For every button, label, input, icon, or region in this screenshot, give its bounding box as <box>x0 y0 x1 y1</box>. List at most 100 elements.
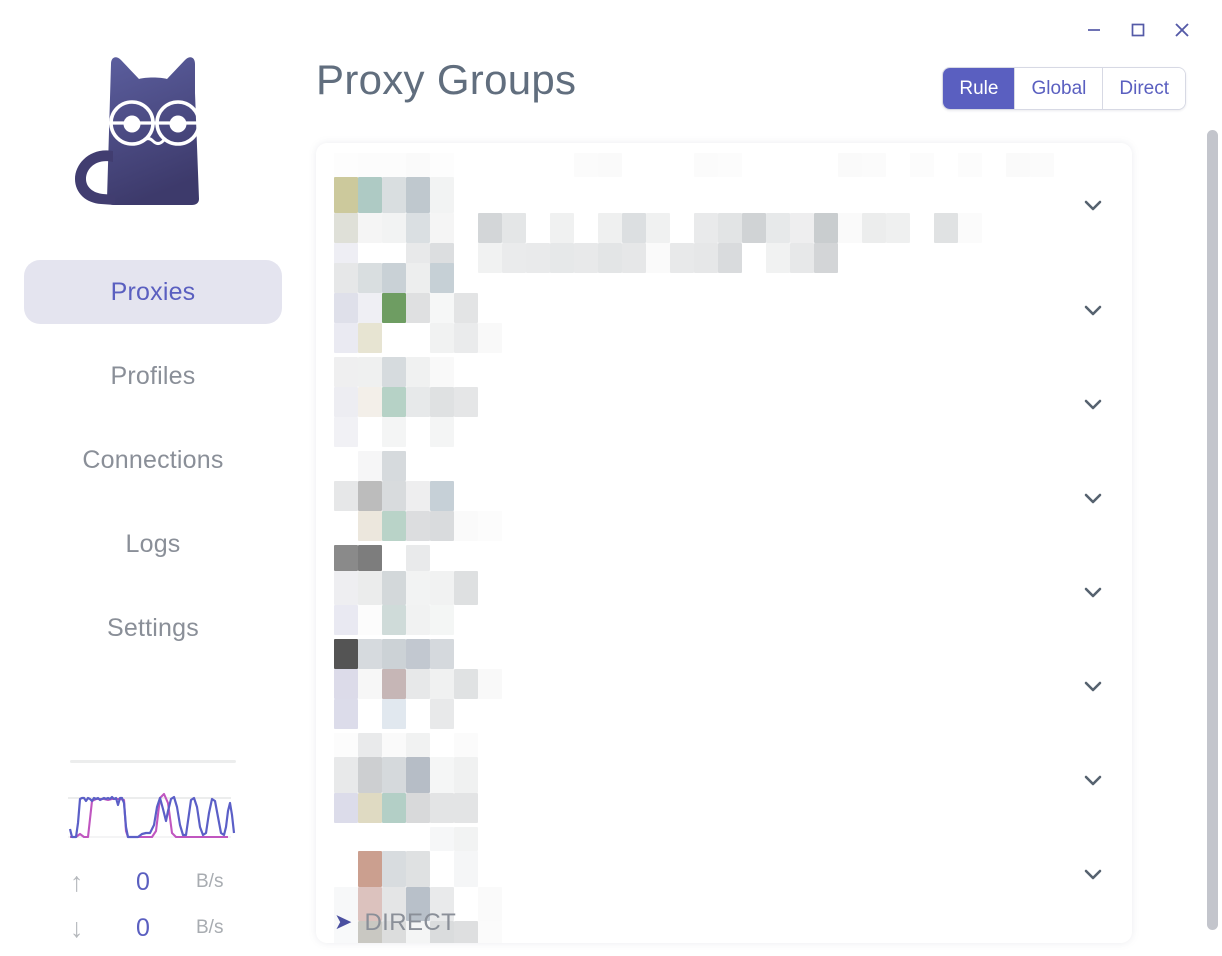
redaction-block <box>910 153 934 177</box>
redaction-block <box>358 639 382 669</box>
upload-rate-value: 0 <box>136 867 150 896</box>
redaction-block <box>382 699 406 729</box>
redaction-block <box>838 213 862 243</box>
chevron-down-icon[interactable] <box>1076 857 1110 891</box>
proxy-group-row[interactable] <box>316 827 1132 921</box>
redaction-block <box>334 571 358 605</box>
redaction-block <box>430 511 454 541</box>
proxy-group-row[interactable] <box>316 921 1132 943</box>
chevron-down-icon[interactable] <box>1076 575 1110 609</box>
redaction-block <box>406 213 430 243</box>
maximize-icon <box>1131 23 1145 37</box>
proxy-group-row[interactable] <box>316 357 1132 451</box>
chevron-down-icon[interactable] <box>1076 188 1110 222</box>
download-rate-value: 0 <box>136 913 150 942</box>
redaction-block <box>358 323 382 353</box>
proxy-group-redacted-content <box>334 733 1132 827</box>
redaction-block <box>430 293 454 323</box>
minimize-button[interactable] <box>1072 12 1116 48</box>
redaction-block <box>358 263 382 293</box>
redaction-block <box>406 263 430 293</box>
close-icon <box>1175 23 1189 37</box>
redaction-block <box>454 757 478 793</box>
sidebar-item-logs[interactable]: Logs <box>24 512 282 576</box>
redaction-block <box>430 387 454 417</box>
sidebar-item-settings[interactable]: Settings <box>24 596 282 660</box>
redaction-block <box>406 545 430 571</box>
window-controls <box>1072 12 1204 48</box>
sidebar-item-profiles[interactable]: Profiles <box>24 344 282 408</box>
main-content: Proxy Groups Rule Global Direct ➤ DIRECT <box>306 0 1222 956</box>
proxy-group-redacted-content <box>334 451 1132 545</box>
redaction-block <box>454 293 478 323</box>
redaction-block <box>718 153 742 177</box>
sidebar-item-label: Logs <box>125 529 181 558</box>
redaction-block <box>382 293 406 323</box>
redaction-block <box>406 177 430 213</box>
redaction-block <box>406 851 430 887</box>
redaction-block <box>358 605 382 635</box>
redaction-block <box>694 213 718 243</box>
proxy-group-row[interactable] <box>316 639 1132 733</box>
redaction-block <box>430 213 454 243</box>
redaction-block <box>766 243 790 273</box>
proxy-groups-card: ➤ DIRECT <box>316 143 1132 943</box>
proxy-group-row[interactable] <box>316 263 1132 357</box>
redaction-block <box>454 733 478 757</box>
redaction-block <box>334 793 358 823</box>
vertical-scrollbar[interactable] <box>1207 130 1218 930</box>
proxy-group-row[interactable] <box>316 545 1132 639</box>
redaction-block <box>454 827 478 851</box>
redaction-block <box>334 669 358 699</box>
redaction-block <box>862 213 886 243</box>
chevron-down-icon[interactable] <box>1076 763 1110 797</box>
redaction-block <box>430 417 454 447</box>
redaction-block <box>334 481 358 511</box>
redaction-block <box>406 357 430 387</box>
redaction-block <box>502 213 526 243</box>
redaction-block <box>406 571 430 605</box>
chevron-down-icon[interactable] <box>1076 481 1110 515</box>
redaction-block <box>454 851 478 887</box>
redaction-block <box>454 387 478 417</box>
redaction-block <box>478 243 502 273</box>
mode-option-direct[interactable]: Direct <box>1103 68 1185 109</box>
sidebar-item-connections[interactable]: Connections <box>24 428 282 492</box>
sidebar-item-proxies[interactable]: Proxies <box>24 260 282 324</box>
proxy-group-row[interactable] <box>316 153 1132 273</box>
chevron-down-icon[interactable] <box>1076 387 1110 421</box>
proxy-group-row[interactable] <box>316 733 1132 827</box>
redaction-block <box>358 213 382 243</box>
redaction-block <box>742 213 766 243</box>
maximize-button[interactable] <box>1116 12 1160 48</box>
redaction-block <box>358 793 382 823</box>
direct-entry[interactable]: ➤ DIRECT <box>334 909 456 937</box>
redaction-block <box>358 851 382 887</box>
redaction-block <box>382 851 406 887</box>
redaction-block <box>646 213 670 243</box>
redaction-block <box>430 323 454 353</box>
redaction-block <box>382 511 406 541</box>
redaction-block <box>622 213 646 243</box>
redaction-block <box>334 605 358 635</box>
close-button[interactable] <box>1160 12 1204 48</box>
redaction-block <box>382 451 406 481</box>
chevron-down-icon[interactable] <box>1076 669 1110 703</box>
traffic-sparkline-chart <box>68 785 236 841</box>
redaction-block <box>430 669 454 699</box>
redaction-block <box>382 757 406 793</box>
redaction-block <box>598 243 622 273</box>
redaction-block <box>382 213 406 243</box>
mode-option-rule[interactable]: Rule <box>943 68 1016 109</box>
mode-option-global[interactable]: Global <box>1015 68 1104 109</box>
redaction-block <box>598 213 622 243</box>
redaction-block <box>358 921 382 943</box>
proxy-group-row[interactable] <box>316 451 1132 545</box>
chevron-down-icon[interactable] <box>1076 293 1110 327</box>
redaction-block <box>430 357 454 387</box>
redaction-block <box>1030 153 1054 177</box>
sidebar-item-label: Connections <box>82 445 224 474</box>
redaction-block <box>478 323 502 353</box>
proxy-group-redacted-content <box>334 921 1132 943</box>
redaction-block <box>934 213 958 243</box>
